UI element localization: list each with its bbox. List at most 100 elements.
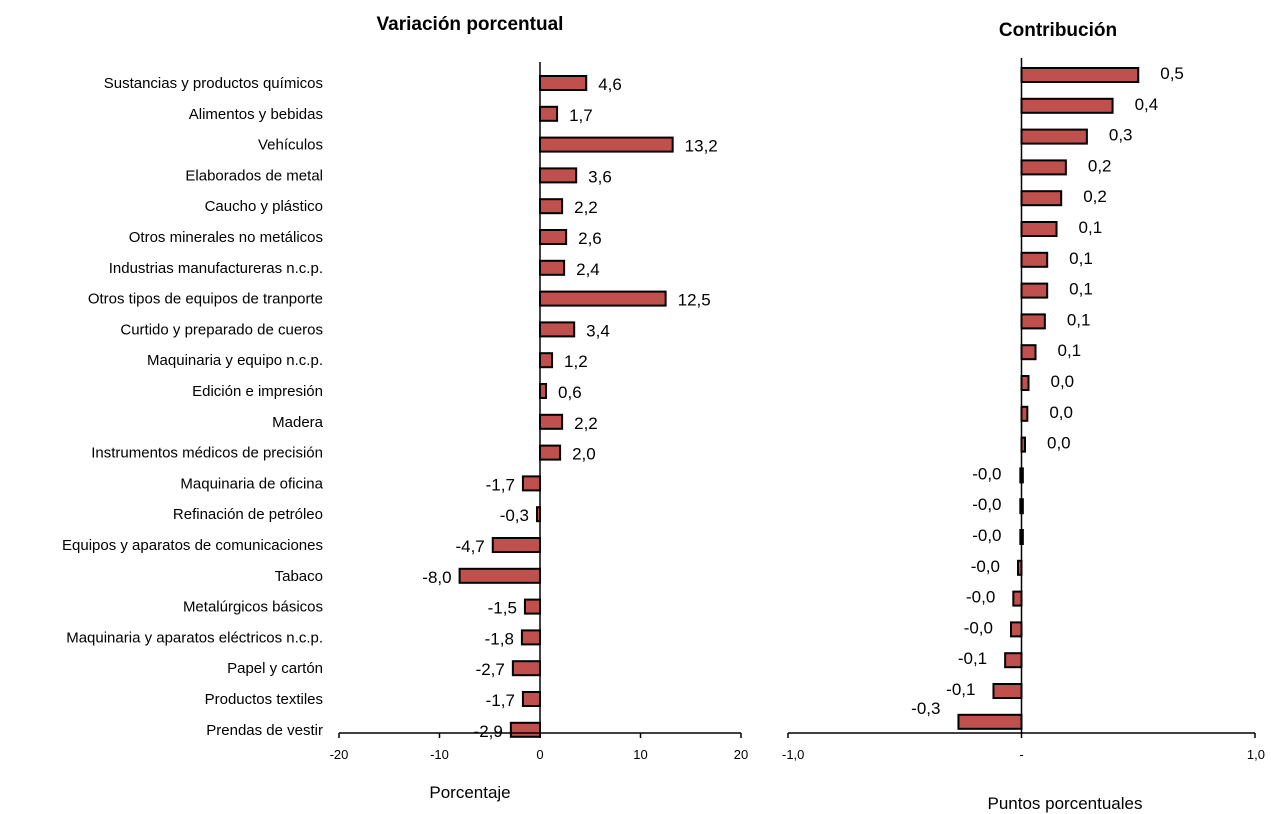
bar <box>539 321 576 338</box>
data-label: -2,7 <box>476 660 505 679</box>
bar <box>1020 97 1114 114</box>
category-label: Madera <box>272 414 324 431</box>
bar <box>992 683 1023 699</box>
data-label: 0,0 <box>1047 434 1071 453</box>
x-tick-label: 20 <box>734 747 748 762</box>
data-label: 4,6 <box>598 75 622 94</box>
data-label: 2,6 <box>578 229 602 248</box>
data-label: 0,2 <box>1088 156 1112 175</box>
left-x-axis-title: Porcentaje <box>429 783 510 802</box>
bar <box>1020 190 1063 207</box>
data-label: -1,7 <box>486 691 515 710</box>
bar <box>1020 67 1140 83</box>
category-label: Edición e impresión <box>192 383 323 400</box>
x-tick-label: - <box>1019 747 1023 762</box>
category-label: Equipos y aparatos de comunicaciones <box>62 537 323 554</box>
category-label: Metalúrgicos básicos <box>183 599 323 616</box>
left-plot-area: Sustancias y productos químicos Alimentos… <box>62 62 748 762</box>
bar <box>1020 282 1049 299</box>
category-label: Tabaco <box>275 568 323 585</box>
data-label: -2,9 <box>474 722 503 741</box>
category-label: Elaborados de metal <box>185 167 323 184</box>
bar <box>539 259 566 276</box>
data-label: 0,1 <box>1079 218 1103 237</box>
data-label: -0,3 <box>911 699 940 718</box>
category-label: Industrias manufactureras n.c.p. <box>109 260 323 277</box>
bar <box>458 567 542 584</box>
bar <box>539 75 588 91</box>
data-label: 0,0 <box>1051 372 1075 391</box>
bar <box>957 713 1023 730</box>
data-label: -1,5 <box>488 599 517 618</box>
bar <box>1020 405 1029 422</box>
data-label: -1,8 <box>485 629 514 648</box>
data-label: -0,1 <box>958 649 987 668</box>
category-label: Otros minerales no metálicos <box>129 229 323 246</box>
bar <box>520 629 541 646</box>
data-label: -0,0 <box>966 588 995 607</box>
x-tick-label: 10 <box>633 747 647 762</box>
data-label: -0,0 <box>971 557 1000 576</box>
category-label: Sustancias y productos químicos <box>104 75 323 92</box>
data-label: -0,0 <box>972 464 1001 483</box>
category-label: Instrumentos médicos de precisión <box>91 445 323 462</box>
data-label: 0,3 <box>1109 126 1133 145</box>
category-label: Prendas de vestir <box>206 722 323 739</box>
bar <box>1004 652 1023 669</box>
left-chart-title: Variación porcentual <box>377 14 564 35</box>
category-label: Maquinaria y aparatos eléctricos n.c.p. <box>66 629 323 646</box>
data-label: 1,7 <box>569 106 593 125</box>
bar <box>539 290 667 307</box>
bar <box>1020 251 1049 268</box>
category-label: Productos textiles <box>205 691 323 708</box>
bar <box>1020 375 1030 391</box>
data-label: -4,7 <box>455 537 484 556</box>
category-label: Alimentos y bebidas <box>189 106 323 123</box>
bar <box>1020 128 1088 145</box>
bar <box>539 198 564 215</box>
data-label: -0,0 <box>972 495 1001 514</box>
category-label: Otros tipos de equipos de tranporte <box>88 291 323 308</box>
category-label: Papel y cartón <box>227 660 323 677</box>
data-label: -0,1 <box>946 680 975 699</box>
x-tick-label: 0 <box>536 747 543 762</box>
data-label: 2,2 <box>574 414 598 433</box>
bar <box>539 383 548 399</box>
bar <box>521 475 541 492</box>
data-label: -0,0 <box>964 618 993 637</box>
data-label: 0,0 <box>1049 403 1073 422</box>
bar <box>1020 159 1067 176</box>
category-label: Curtido y preparado de cueros <box>120 321 323 338</box>
bar <box>1020 221 1058 237</box>
data-label: 3,6 <box>588 167 612 186</box>
right-chart-title: Contribución <box>999 20 1117 41</box>
x-tick-label: 1,0 <box>1247 747 1265 762</box>
data-label: -8,0 <box>422 568 451 587</box>
bar <box>1020 344 1037 361</box>
bar <box>539 444 562 461</box>
data-label: 0,1 <box>1058 341 1082 360</box>
bar <box>1020 313 1046 330</box>
bar <box>539 352 554 369</box>
category-label: Refinación de petróleo <box>173 506 323 523</box>
data-label: -0,0 <box>972 526 1001 545</box>
data-label: 3,4 <box>586 321 610 340</box>
bar <box>539 229 568 245</box>
x-tick-label: -10 <box>430 747 449 762</box>
bar <box>511 660 541 677</box>
data-label: 2,4 <box>576 260 600 279</box>
bar <box>509 721 542 738</box>
data-label: 0,5 <box>1160 64 1184 83</box>
data-label: 0,1 <box>1069 249 1093 268</box>
bar <box>539 105 559 122</box>
data-label: 1,2 <box>564 352 588 371</box>
right-x-axis-title: Puntos porcentuales <box>988 794 1143 813</box>
data-label: 0,4 <box>1135 95 1159 114</box>
data-label: 12,5 <box>678 291 711 310</box>
category-label: Vehículos <box>258 137 323 154</box>
data-label: 0,1 <box>1067 310 1091 329</box>
bar <box>521 691 541 707</box>
bar <box>1012 590 1023 607</box>
data-label: -0,3 <box>500 506 529 525</box>
